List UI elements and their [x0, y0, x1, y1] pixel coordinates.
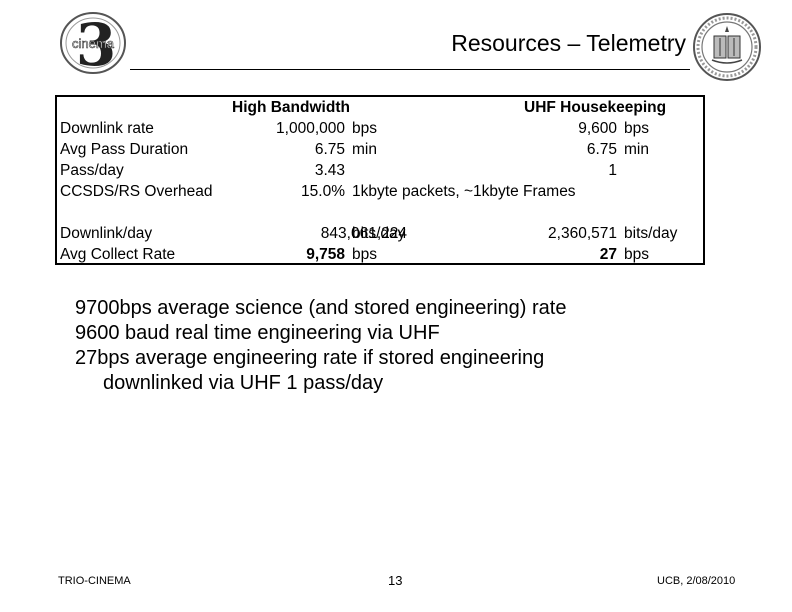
svg-text:3: 3 — [76, 11, 116, 76]
slide-title: Resources – Telemetry — [451, 30, 686, 56]
bullet-item: 9600 baud real time engineering via UHF — [75, 322, 440, 344]
uhf-value: 6.75 — [586, 141, 617, 158]
bullet-item: 9700bps average science (and stored engi… — [75, 297, 567, 319]
title-divider — [130, 69, 690, 70]
hb-unit: bps — [352, 120, 377, 137]
uhf-value: 27 — [599, 246, 617, 263]
row-label: Avg Collect Rate — [60, 246, 176, 263]
uhf-value: 2,360,571 — [548, 225, 617, 242]
column-header-high-bandwidth: High Bandwidth — [232, 99, 350, 116]
hb-value: 15.0% — [301, 183, 345, 200]
hb-unit: bits/day — [352, 225, 406, 242]
row-label: CCSDS/RS Overhead — [60, 183, 213, 200]
hb-value: 1,000,000 — [276, 120, 345, 137]
uhf-unit: bits/day — [624, 225, 678, 242]
bullet-item: 27bps average engineering rate if stored… — [75, 347, 545, 369]
column-header-uhf-housekeeping: UHF Housekeeping — [524, 99, 667, 116]
bullet-list: 9700bps average science (and stored engi… — [75, 296, 566, 396]
hb-value: 3.43 — [314, 162, 345, 179]
hb-unit: 1kbyte packets, ~1kbyte Frames — [352, 183, 576, 200]
uhf-unit: min — [624, 141, 649, 158]
row-label: Downlink rate — [60, 120, 154, 137]
hb-value: 843,061,224 — [320, 225, 407, 242]
row-label: Pass/day — [60, 162, 124, 179]
hb-value: 6.75 — [314, 141, 345, 158]
uhf-value: 9,600 — [578, 120, 617, 137]
uhf-unit: bps — [624, 120, 649, 137]
footer-date: UCB, 2/08/2010 — [657, 575, 736, 587]
uhf-unit: bps — [624, 246, 649, 263]
row-label: Avg Pass Duration — [60, 141, 189, 158]
uhf-value: 1 — [608, 162, 617, 179]
row-label: Downlink/day — [60, 225, 153, 242]
hb-value: 9,758 — [306, 246, 345, 263]
cinema-logo: 3 cinema — [58, 10, 128, 79]
page-number: 13 — [388, 573, 403, 588]
svg-text:cinema: cinema — [72, 36, 115, 51]
hb-unit: bps — [352, 246, 377, 263]
footer-project-name: TRIO-CINEMA — [58, 575, 131, 587]
telemetry-table: High Bandwidth UHF Housekeeping Downlink… — [55, 95, 705, 265]
uc-seal-icon — [692, 12, 762, 82]
hb-unit: min — [352, 141, 377, 158]
bullet-item-continuation: downlinked via UHF 1 pass/day — [103, 372, 384, 394]
